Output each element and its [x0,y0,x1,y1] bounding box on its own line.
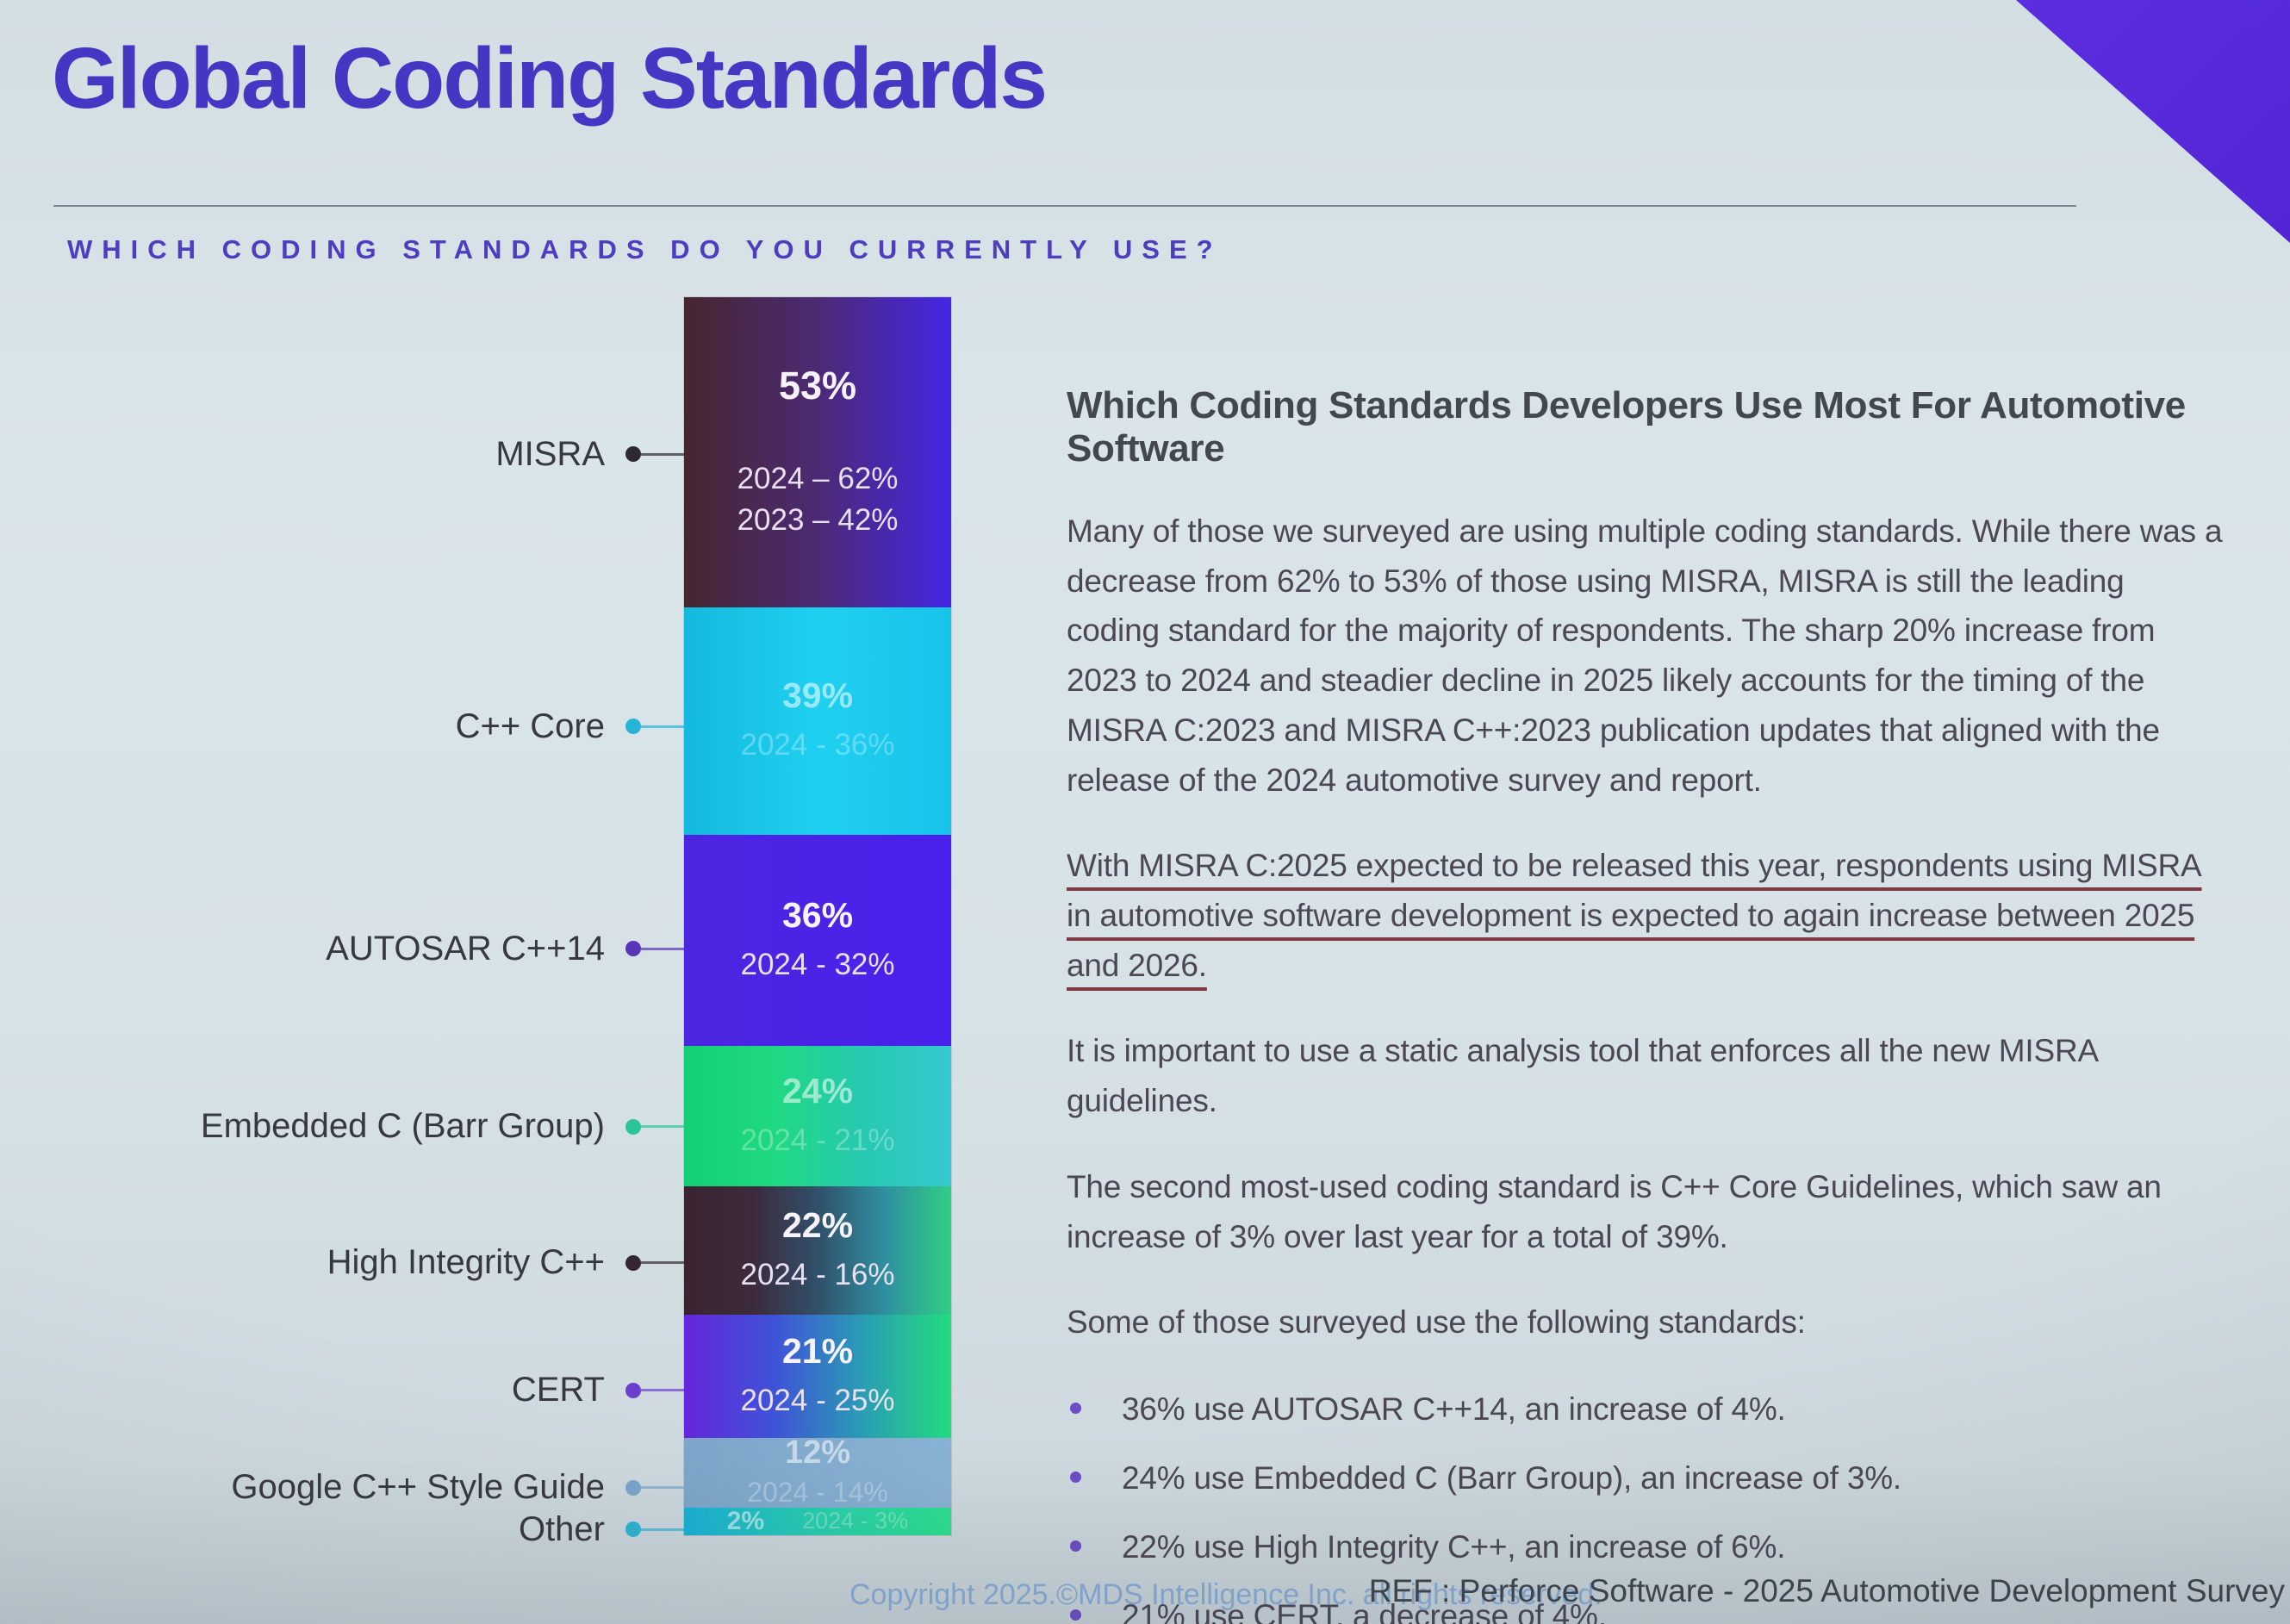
label-dot [625,1254,641,1271]
bullet-item: 24% use Embedded C (Barr Group), an incr… [1067,1458,2225,1499]
segment-label-row-misra: MISRA [0,297,684,611]
label-connector-line [641,1261,684,1265]
paragraph-cpp-core: The second most-used coding standard is … [1067,1168,2162,1254]
label-connector-line [641,452,684,456]
paragraph-other-standards-intro: Some of those surveyed use the following… [1067,1304,1806,1341]
stacked-bar-chart: MISRA C++ Core AUTOSAR C++14 Embedded C (Ba… [0,297,951,1548]
segment-label: AUTOSAR C++14 [326,929,605,968]
segment-label-row-google: Google C++ Style Guide [0,1453,684,1524]
label-connector-line [641,947,684,950]
paragraph-static-analysis: It is important to use a static analysis… [1067,1033,2097,1119]
segment-history-note: 2024 - 3% [802,1508,909,1534]
chart-question-subtitle: WHICH CODING STANDARDS DO YOU CURRENTLY … [67,234,1223,264]
segment-label: C++ Core [455,706,605,745]
segment-value-label: 22% [781,1204,854,1245]
segment-label: CERT [511,1371,605,1409]
commentary-panel: Which Coding Standards Developers Use Mo… [1067,384,2225,1624]
stacked-bar: 53% 2024 – 62% 2023 – 42% 39% 2024 - 36% 36% 2… [684,297,951,1535]
segment-history-notes: 2024 - 32% [740,944,894,986]
label-dot [625,719,641,735]
label-connector-line [641,725,684,728]
segment-history-note: 2024 – 62% [737,461,899,495]
segment-value-label: 36% [781,894,854,935]
paragraph-misra-forecast: With MISRA C:2025 expected to be release… [1067,848,2202,983]
bullet-item: 36% use AUTOSAR C++14, an increase of 4%… [1067,1389,2225,1430]
paragraph-misra-overview: Many of those we surveyed are using mult… [1067,513,2223,798]
segment-label: Other [518,1509,605,1548]
segment-history-note: 2024 - 14% [747,1476,888,1508]
bar-segment-high-integrity: 22% 2024 - 16% [684,1185,951,1316]
segment-label: Embedded C (Barr Group) [200,1107,605,1146]
segment-value-label: 53% [778,363,857,408]
bullet-item: 22% use High Integrity C++, an increase … [1067,1527,2225,1568]
label-connector-line [641,1389,684,1392]
label-dot [625,941,641,957]
bar-segment-autosar: 36% 2024 - 32% [684,835,951,1046]
label-dot [625,1382,641,1398]
segment-history-note: 2024 - 25% [740,1383,895,1417]
segment-history-note: 2024 - 16% [740,1257,895,1291]
bullet-item: 21% use CERT, a decrease of 4%. [1067,1596,2225,1624]
copyright-text: Copyright 2025.©MDS Intelligence Inc. al… [849,1578,1602,1611]
commentary-heading: Which Coding Standards Developers Use Mo… [1067,384,2186,470]
label-dot [625,1118,641,1135]
segment-history-notes: 2024 - 36% [740,725,894,766]
segment-history-notes: 2024 - 21% [740,1120,894,1161]
segment-history-note: 2024 - 36% [740,728,895,762]
segment-value-label: 2% [726,1507,765,1535]
segment-history-note: 2023 – 42% [737,502,899,537]
label-connector-line [641,1528,684,1531]
segment-label-row-embedded-c: Embedded C (Barr Group) [0,1055,684,1198]
segment-label-row-other: Other [0,1510,684,1548]
segment-label: MISRA [495,434,605,473]
label-dot [625,1521,641,1538]
segment-history-note: 2024 - 32% [740,947,895,981]
title-divider [53,205,2076,207]
segment-history-notes: 2024 – 62% 2023 – 42% [737,458,899,542]
bar-segment-embedded-c: 24% 2024 - 21% [684,1045,951,1186]
segment-value-label: 39% [781,675,854,716]
bar-segment-cpp-core: 39% 2024 - 36% [684,607,951,836]
label-dot [625,1479,641,1496]
segment-label: High Integrity C++ [327,1243,605,1282]
segment-history-notes: 2024 - 25% [740,1380,894,1422]
segment-history-notes: 2024 - 3% [802,1505,908,1537]
label-dot [625,446,641,463]
reference-text: REF : Perforce Software - 2025 Automotiv… [1368,1573,2285,1608]
segment-value-label: 12% [784,1434,851,1471]
page-title: Global Coding Standards [52,30,1048,127]
label-connector-line [641,1125,684,1129]
standards-bullet-list: 36% use AUTOSAR C++14, an increase of 4%… [1067,1389,2225,1624]
segment-label: Google C++ Style Guide [231,1468,605,1507]
segment-label-row-autosar: AUTOSAR C++14 [0,843,684,1056]
segment-label-row-cpp-core: C++ Core [0,611,684,842]
segment-history-notes: 2024 - 16% [740,1254,894,1296]
bar-segment-misra: 53% 2024 – 62% 2023 – 42% [684,297,951,607]
segment-label-row-high-integrity: High Integrity C++ [0,1198,684,1328]
bar-segment-cert: 21% 2024 - 25% [684,1315,951,1438]
segment-value-label: 21% [781,1330,854,1371]
label-connector-line [641,1486,684,1490]
segment-label-row-cert: CERT [0,1328,684,1452]
bar-segment-google: 12% 2024 - 14% [684,1434,951,1511]
segment-history-note: 2024 - 21% [740,1123,895,1157]
segment-value-label: 24% [781,1070,854,1111]
bar-segment-other: 2% 2024 - 3% [684,1505,951,1537]
chart-labels-column: MISRA C++ Core AUTOSAR C++14 Embedded C (Ba… [0,297,684,1548]
segment-history-notes: 2024 - 14% [747,1473,888,1511]
